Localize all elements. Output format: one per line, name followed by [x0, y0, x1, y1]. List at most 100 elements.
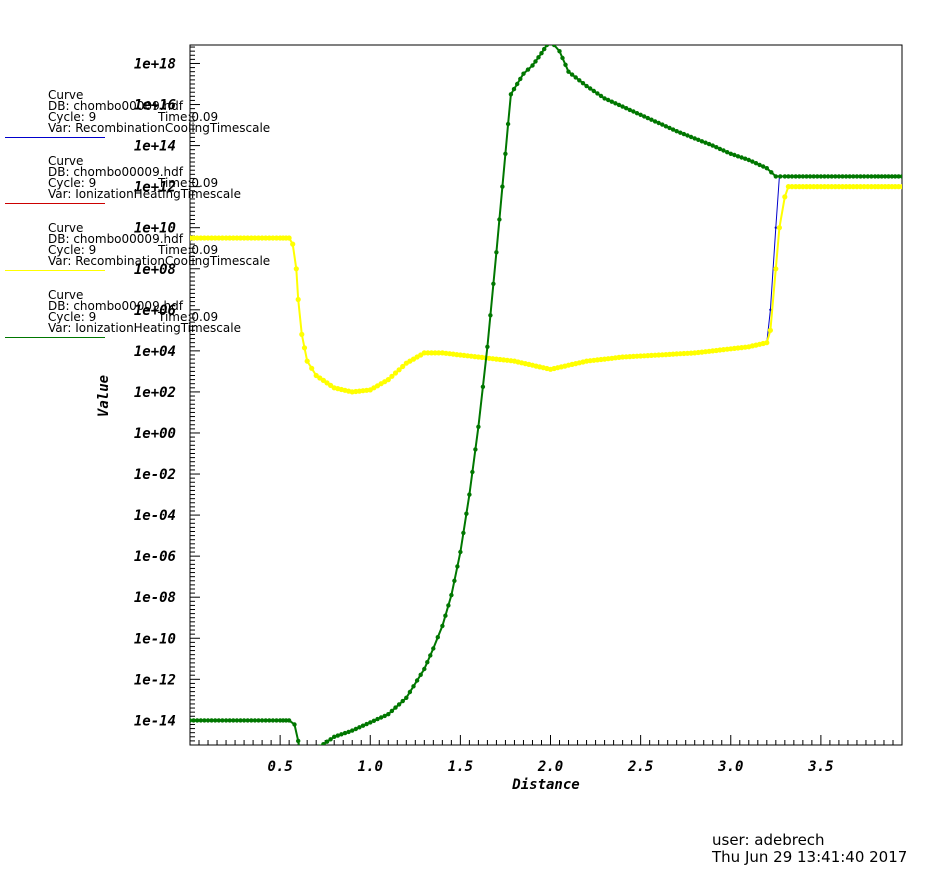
- series-point: [309, 365, 315, 371]
- series-point: [800, 184, 806, 190]
- series-point: [822, 174, 827, 179]
- series-point: [201, 235, 207, 241]
- series-point: [667, 125, 672, 131]
- series-point: [821, 184, 828, 190]
- series-point: [259, 718, 265, 723]
- series-point: [464, 511, 469, 516]
- series-point: [660, 122, 665, 127]
- series-point: [774, 226, 777, 229]
- series-point: [560, 55, 565, 61]
- series-point: [256, 718, 261, 723]
- legend-db: DB: chombo00009.hdf: [48, 165, 183, 179]
- series-point: [311, 754, 313, 756]
- series-point: [652, 119, 658, 124]
- series-point: [542, 46, 547, 52]
- series-point: [811, 184, 817, 190]
- series-point: [688, 134, 694, 140]
- series-point: [205, 235, 211, 241]
- legend-curve-title: Curve: [48, 221, 84, 235]
- series-point: [577, 78, 582, 83]
- series-point: [497, 217, 502, 222]
- series-point: [606, 97, 611, 103]
- series-point: [764, 340, 770, 346]
- series-point: [237, 235, 244, 241]
- series-point: [811, 174, 816, 179]
- legend-cycle-time: Cycle: 9 Time:0.09: [48, 111, 270, 123]
- series-point: [624, 106, 629, 111]
- series-point: [505, 121, 511, 127]
- x-tick-label: 1.0: [358, 759, 383, 775]
- series-point: [544, 45, 550, 48]
- series-point: [306, 760, 308, 762]
- series-point: [227, 235, 233, 241]
- series-line: [190, 45, 902, 745]
- legend-cycle: Cycle: 9: [48, 243, 97, 257]
- series-point: [533, 59, 538, 64]
- series-point: [371, 718, 377, 723]
- series-point: [223, 718, 229, 723]
- series-point: [789, 174, 795, 179]
- series-point: [508, 92, 514, 97]
- y-tick-label: 1e+10: [134, 221, 176, 237]
- series-point: [335, 733, 340, 738]
- series-point: [300, 759, 304, 763]
- series-point: [886, 174, 891, 179]
- series-point: [318, 744, 322, 745]
- series-point: [670, 127, 676, 132]
- series-0: [190, 175, 902, 394]
- series-point: [753, 161, 759, 166]
- series-point: [431, 646, 436, 651]
- series-point: [212, 235, 218, 241]
- series-point: [245, 718, 250, 723]
- series-point: [725, 150, 730, 155]
- series-point: [480, 384, 486, 389]
- y-tick-label: 1e-04: [134, 508, 176, 524]
- series-point: [302, 759, 306, 763]
- y-axis-title: Value: [96, 375, 112, 417]
- series-point: [385, 377, 391, 383]
- series-point: [266, 235, 272, 241]
- series-point: [375, 716, 380, 722]
- series-point: [536, 55, 541, 60]
- series-point: [458, 549, 463, 555]
- series-point: [829, 174, 834, 179]
- series-point: [634, 111, 640, 116]
- series-point: [818, 184, 824, 190]
- series-point: [400, 363, 406, 370]
- series-point: [219, 235, 225, 241]
- series-point: [315, 748, 317, 750]
- series-point: [452, 578, 457, 583]
- series-point: [273, 235, 280, 241]
- series-point: [800, 174, 806, 179]
- series-point: [191, 235, 197, 241]
- series-point: [227, 718, 232, 723]
- series-point: [620, 104, 625, 109]
- series-point: [584, 83, 589, 89]
- series-point: [190, 718, 193, 723]
- x-tick-label: 2.0: [537, 759, 563, 775]
- series-point: [319, 745, 321, 747]
- y-tick-label: 1e+02: [134, 385, 176, 401]
- series-point: [411, 684, 416, 689]
- y-tick-label: 1e-10: [134, 631, 176, 647]
- series-point: [663, 124, 669, 129]
- series-point: [815, 174, 820, 179]
- series-point: [393, 705, 398, 710]
- series-point: [879, 174, 884, 179]
- series-point: [209, 718, 214, 723]
- series-2: [190, 184, 902, 395]
- series-point: [389, 373, 395, 379]
- series-point: [301, 760, 303, 762]
- series-point: [378, 715, 384, 720]
- footer-user: user: adebrech: [712, 831, 825, 849]
- series-point: [807, 174, 813, 179]
- series-point: [252, 235, 258, 241]
- series-point: [263, 235, 269, 241]
- x-axis-title: Distance: [511, 777, 579, 793]
- series-point: [249, 718, 254, 723]
- series-point: [743, 156, 748, 161]
- series-point: [882, 174, 888, 179]
- series-point: [764, 166, 769, 171]
- series-point: [549, 42, 551, 44]
- series-point: [455, 564, 460, 569]
